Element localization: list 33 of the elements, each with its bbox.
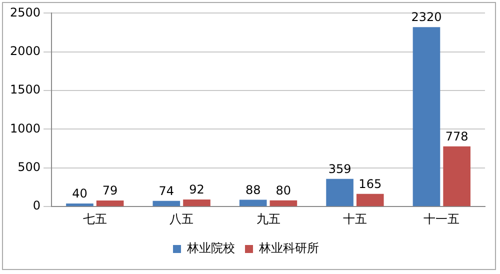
data-label: 2320 <box>411 10 442 24</box>
data-label: 88 <box>245 182 261 197</box>
x-tick-label: 八五 <box>170 212 194 226</box>
y-tick-label: 500 <box>18 160 41 174</box>
y-tick-label: 0 <box>32 198 41 213</box>
bar <box>270 200 298 206</box>
data-label: 165 <box>358 176 382 191</box>
bar <box>239 200 267 206</box>
bar <box>326 178 354 206</box>
bar <box>96 200 124 206</box>
x-tick-label: 十五 <box>342 212 367 226</box>
bar <box>152 200 180 206</box>
y-tick-label: 1500 <box>10 82 41 97</box>
x-tick-label: 七五 <box>82 212 107 226</box>
legend-label: 林业院校 <box>186 241 235 256</box>
bar <box>356 194 384 206</box>
bar <box>443 146 470 206</box>
data-label: 359 <box>328 162 352 176</box>
data-label: 80 <box>276 184 292 198</box>
data-label: 778 <box>445 130 468 144</box>
y-tick-label: 1000 <box>10 121 41 136</box>
legend-label: 林业科研所 <box>258 241 319 256</box>
data-label: 40 <box>72 186 88 201</box>
data-label: 74 <box>158 184 174 198</box>
x-tick-label: 十一五 <box>424 212 460 226</box>
data-label: 92 <box>189 182 204 197</box>
bar <box>66 204 94 206</box>
bar <box>183 199 210 206</box>
y-tick-label: 2500 <box>10 5 41 20</box>
bar <box>412 27 440 206</box>
x-tick-label: 九五 <box>256 212 280 226</box>
y-tick-label: 2000 <box>10 44 41 58</box>
data-label: 79 <box>102 184 118 198</box>
